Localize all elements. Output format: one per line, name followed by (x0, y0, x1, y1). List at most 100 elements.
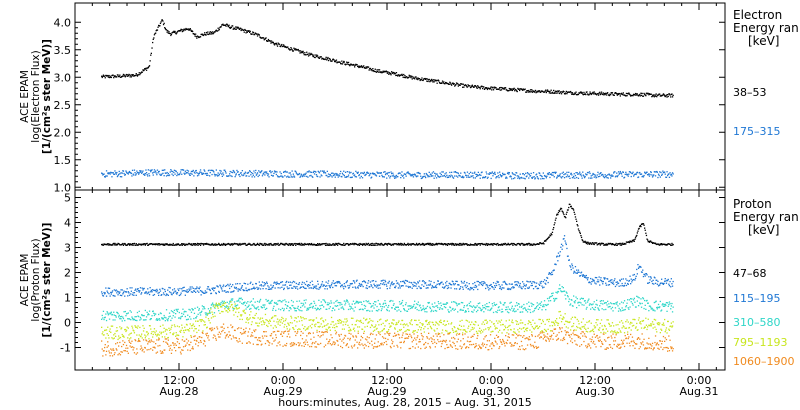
data-point (284, 175, 286, 177)
data-point (189, 28, 191, 31)
data-point (565, 213, 567, 215)
data-point (181, 290, 183, 292)
data-point (533, 176, 535, 178)
data-point (435, 285, 437, 287)
data-point (423, 307, 425, 309)
data-point (565, 173, 567, 175)
data-point (522, 173, 524, 175)
data-point (290, 48, 293, 50)
data-point (142, 244, 145, 246)
data-point (497, 242, 499, 245)
data-point (508, 87, 510, 90)
data-point (542, 305, 544, 308)
data-point (183, 243, 185, 245)
data-point (283, 288, 285, 291)
data-point (256, 300, 259, 303)
data-point (178, 173, 180, 176)
data-point (642, 275, 645, 278)
data-point (283, 171, 285, 173)
data-point (466, 305, 468, 307)
data-point (526, 172, 529, 174)
data-point (550, 295, 552, 298)
data-point (198, 174, 200, 176)
data-point (252, 32, 254, 34)
data-point (618, 307, 620, 310)
data-point (553, 224, 555, 226)
data-point (144, 243, 146, 245)
data-point (650, 306, 652, 308)
data-point (458, 242, 461, 245)
data-point (382, 176, 384, 178)
data-point (543, 91, 546, 93)
data-point (619, 93, 621, 95)
data-point (546, 238, 548, 241)
data-point (452, 283, 455, 285)
data-point (340, 63, 342, 65)
data-point (369, 172, 372, 175)
data-point (613, 279, 615, 282)
data-point (491, 243, 493, 245)
data-point (569, 304, 571, 306)
data-point (364, 305, 367, 307)
data-point (281, 301, 283, 303)
data-point (278, 43, 281, 45)
data-point (268, 286, 270, 288)
data-point (301, 51, 304, 54)
data-point (216, 30, 219, 32)
data-point (297, 48, 299, 51)
data-point (105, 319, 108, 322)
data-point (628, 299, 631, 301)
data-point (557, 260, 559, 262)
data-point (210, 169, 213, 171)
data-point (441, 286, 444, 288)
data-point (153, 171, 155, 173)
data-point (500, 302, 502, 304)
data-point (519, 178, 521, 180)
data-point (230, 285, 233, 288)
data-point (579, 92, 581, 94)
data-point (492, 244, 494, 246)
data-point (180, 244, 182, 246)
data-point (125, 315, 127, 317)
data-point (457, 172, 459, 174)
data-point (431, 244, 433, 246)
data-point (286, 176, 288, 178)
data-point (606, 177, 608, 179)
data-point (267, 285, 269, 287)
data-point (313, 173, 316, 175)
data-point (372, 302, 375, 305)
data-point (601, 308, 603, 310)
data-point (212, 305, 214, 307)
data-point (272, 175, 274, 177)
data-point (187, 172, 189, 174)
data-point (568, 259, 570, 261)
data-point (531, 305, 533, 307)
data-point (352, 300, 355, 302)
data-point (583, 274, 585, 277)
data-point (418, 305, 421, 307)
data-point (367, 280, 370, 282)
data-point (336, 281, 338, 283)
data-point (155, 313, 157, 315)
data-point (364, 244, 367, 246)
data-point (263, 37, 265, 39)
data-point (511, 178, 513, 180)
data-point (421, 242, 424, 245)
data-point (311, 306, 313, 308)
data-point (323, 284, 325, 286)
data-point (452, 243, 455, 245)
data-point (105, 170, 108, 172)
data-point (389, 285, 392, 287)
data-point (255, 283, 257, 285)
data-point (607, 92, 609, 94)
data-point (432, 175, 434, 177)
data-point (561, 286, 563, 288)
data-point (179, 29, 182, 31)
data-point (239, 175, 241, 178)
data-point (605, 94, 607, 96)
data-point (505, 244, 507, 246)
data-point (481, 85, 483, 87)
data-point (581, 239, 583, 241)
data-point (459, 244, 461, 246)
data-point (425, 172, 427, 175)
